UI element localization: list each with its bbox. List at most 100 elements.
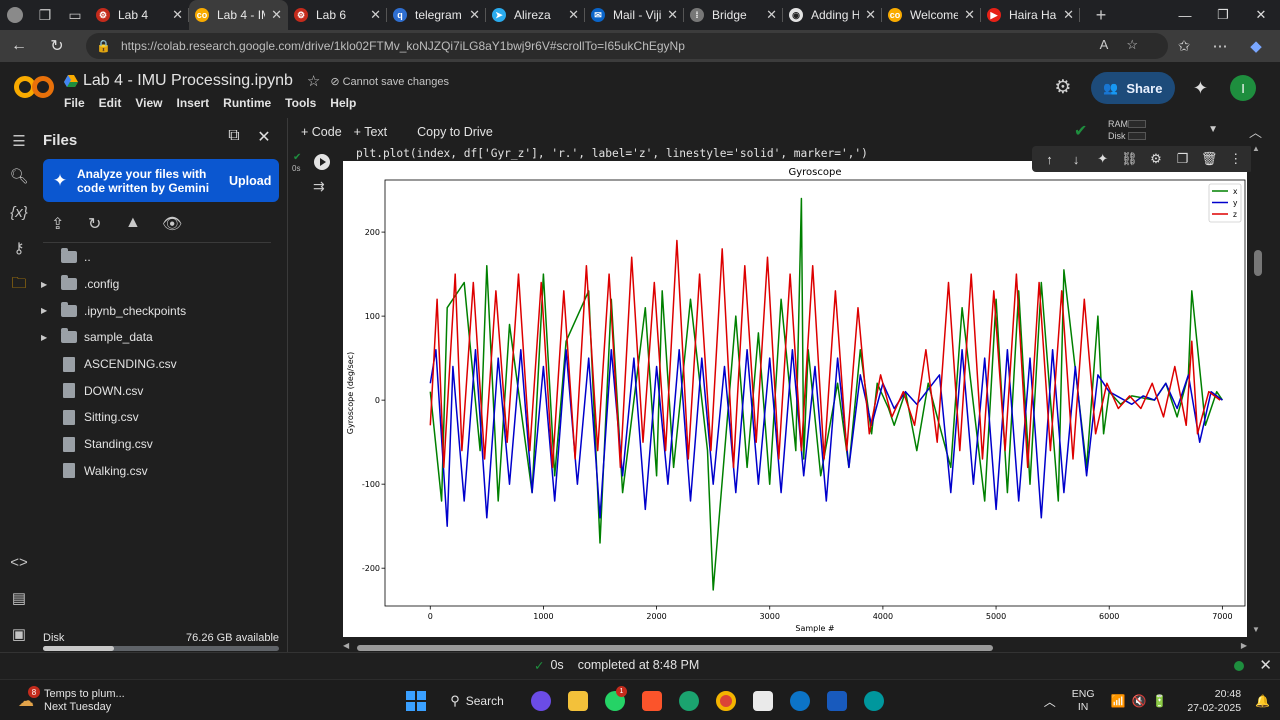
close-tab-icon[interactable]: ✕ xyxy=(964,7,975,22)
back-icon[interactable]: ← xyxy=(11,37,27,54)
gemini-sparkle-icon[interactable]: ✦ xyxy=(1192,77,1208,98)
close-tab-icon[interactable]: ✕ xyxy=(667,7,678,22)
output-actions-icon[interactable]: ⇉ xyxy=(313,178,325,194)
expand-arrow-icon[interactable]: ▶ xyxy=(41,332,48,342)
share-button[interactable]: 👥 Share xyxy=(1090,72,1175,104)
tray-overflow-icon[interactable]: ︿ xyxy=(1043,694,1056,709)
runtime-dropdown-icon[interactable]: ▼ xyxy=(1208,124,1218,135)
folder-item[interactable]: ▶ sample_data xyxy=(36,324,288,351)
menu-item-tools[interactable]: Tools xyxy=(285,96,317,110)
star-icon[interactable]: ☆ xyxy=(306,73,321,90)
expand-arrow-icon[interactable]: ▶ xyxy=(41,306,48,316)
colab-logo-icon[interactable] xyxy=(14,74,54,100)
close-panel-icon[interactable]: ✕ xyxy=(257,129,271,146)
lock-icon[interactable]: 🔒 xyxy=(96,39,111,53)
scroll-down-icon[interactable]: ▼ xyxy=(1252,625,1260,634)
menu-item-file[interactable]: File xyxy=(64,96,85,110)
close-tab-icon[interactable]: ✕ xyxy=(469,7,480,22)
browser-tab[interactable]: ✉ Mail - Vijin ✕ xyxy=(585,0,684,30)
notification-bell-icon[interactable]: 🔔 xyxy=(1255,694,1270,708)
variables-icon[interactable]: {x} xyxy=(10,203,28,221)
weather-widget[interactable]: ☁ 8 Temps to plum... Next Tuesday xyxy=(18,686,125,714)
secrets-key-icon[interactable]: ⚷ xyxy=(13,240,25,257)
file-explorer-icon[interactable] xyxy=(560,686,596,716)
browser-tab[interactable]: ⁞ Bridge ✕ xyxy=(684,0,783,30)
gemini-analyze-banner[interactable]: ✦ Analyze your files with code written b… xyxy=(43,159,279,202)
v-scroll-thumb[interactable] xyxy=(1254,250,1262,276)
favorites-icon[interactable]: ✩ xyxy=(1177,38,1191,55)
files-folder-icon[interactable]: 🗀 xyxy=(11,274,27,292)
file-item[interactable]: DOWN.csv xyxy=(36,377,288,404)
refresh-icon[interactable]: ↻ xyxy=(50,38,64,55)
execution-status[interactable]: ✓ 0s completed at 8:48 PM xyxy=(534,658,699,673)
move-up-icon[interactable]: ↑ xyxy=(1046,151,1053,167)
code-line[interactable]: plt.plot(index, df['Gyr_z'], 'r.', label… xyxy=(356,147,868,160)
folder-item[interactable]: ▶ .config xyxy=(36,271,288,298)
copilot-app-icon[interactable] xyxy=(523,686,559,716)
link-icon[interactable]: ⛓ xyxy=(1121,151,1138,166)
more-icon[interactable]: ⋯ xyxy=(1212,38,1228,55)
close-tab-icon[interactable]: ✕ xyxy=(172,7,183,22)
store-icon[interactable] xyxy=(745,686,781,716)
clock[interactable]: 20:48 27-02-2025 xyxy=(1187,688,1242,714)
settings-gear-icon[interactable]: ⚙ xyxy=(1054,77,1072,98)
folder-item[interactable]: .. xyxy=(36,244,288,271)
refresh-files-icon[interactable]: ↻ xyxy=(88,216,102,233)
table-of-contents-icon[interactable]: ☰ xyxy=(12,133,26,150)
cell-settings-gear-icon[interactable]: ⚙ xyxy=(1150,151,1162,166)
mount-drive-icon[interactable]: ▲ xyxy=(125,214,141,231)
move-down-icon[interactable]: ↓ xyxy=(1072,151,1080,167)
upload-file-icon[interactable]: ⇪ xyxy=(51,216,65,233)
file-item[interactable]: Standing.csv xyxy=(36,431,288,458)
browser-tab[interactable]: co Lab 4 - IMU ✕ xyxy=(189,0,288,30)
menu-item-edit[interactable]: Edit xyxy=(98,96,122,110)
profile-icon[interactable] xyxy=(0,0,30,30)
chrome-icon[interactable] xyxy=(708,686,744,716)
browser-tab[interactable]: ▶ Haira Haira ✕ xyxy=(981,0,1080,30)
menu-item-help[interactable]: Help xyxy=(330,96,357,110)
upload-link[interactable]: Upload xyxy=(229,173,272,188)
arduino-icon[interactable] xyxy=(856,686,892,716)
browser-tab[interactable]: ⚙ Lab 6 ✕ xyxy=(288,0,387,30)
browser-tab[interactable]: ⚙ Lab 4 ✕ xyxy=(90,0,189,30)
add-text-button[interactable]: + Text xyxy=(353,125,388,139)
run-cell-button[interactable] xyxy=(314,154,330,170)
read-aloud-favorite-icons[interactable]: A☆ xyxy=(1099,37,1156,52)
close-tab-icon[interactable]: ✕ xyxy=(766,7,777,22)
file-item[interactable]: ASCENDING.csv xyxy=(36,351,288,378)
copilot-icon[interactable]: ◆ xyxy=(1250,38,1262,55)
gemini-sparkle-icon[interactable]: ✦ xyxy=(1097,151,1109,166)
show-hidden-eye-icon[interactable]: 👁 xyxy=(162,216,183,233)
add-code-button[interactable]: + Code xyxy=(301,125,342,139)
close-tab-icon[interactable]: ✕ xyxy=(271,7,282,22)
save-status[interactable]: ⊘ Cannot save changes xyxy=(330,75,450,88)
copy-to-drive-button[interactable]: Copy to Drive xyxy=(417,125,493,139)
horizontal-scrollbar[interactable]: ◀ ▶ xyxy=(343,641,1247,652)
edge-icon[interactable] xyxy=(671,686,707,716)
browser-tab[interactable]: ◉ Adding He ✕ xyxy=(783,0,882,30)
scroll-right-icon[interactable]: ▶ xyxy=(1240,641,1247,650)
code-snippets-icon[interactable]: <> xyxy=(10,553,28,571)
tab-actions-icon[interactable]: ▭ xyxy=(68,6,82,23)
mirror-cell-icon[interactable]: ❐ xyxy=(1176,151,1189,166)
new-tab-icon[interactable]: + xyxy=(1095,4,1107,25)
edge-active-icon[interactable] xyxy=(782,686,818,716)
expand-arrow-icon[interactable]: ▶ xyxy=(41,279,48,289)
whatsapp-icon[interactable]: 1 xyxy=(597,686,633,716)
workspaces-icon[interactable]: ❐ xyxy=(38,6,52,23)
file-item[interactable]: Sitting.csv xyxy=(36,404,288,431)
scroll-up-icon[interactable]: ▲ xyxy=(1252,144,1260,153)
maximize-icon[interactable]: ❐ xyxy=(1217,7,1229,22)
close-tab-icon[interactable]: ✕ xyxy=(1063,7,1074,22)
menu-item-view[interactable]: View xyxy=(135,96,163,110)
command-palette-icon[interactable]: ▤ xyxy=(11,590,27,607)
start-windows-icon[interactable] xyxy=(398,686,434,716)
taskbar-search-button[interactable]: ⚲ Search xyxy=(450,693,504,708)
open-in-tab-icon[interactable]: ⧉ xyxy=(228,127,240,144)
resources-indicator[interactable]: ✔ RAM Disk xyxy=(1074,118,1184,146)
folder-item[interactable]: ▶ .ipynb_checkpoints xyxy=(36,297,288,324)
delete-trash-icon[interactable]: 🗑 xyxy=(1200,151,1218,166)
close-tab-icon[interactable]: ✕ xyxy=(865,7,876,22)
h-scroll-thumb[interactable] xyxy=(357,645,993,651)
language-indicator[interactable]: ENG IN xyxy=(1071,688,1095,713)
